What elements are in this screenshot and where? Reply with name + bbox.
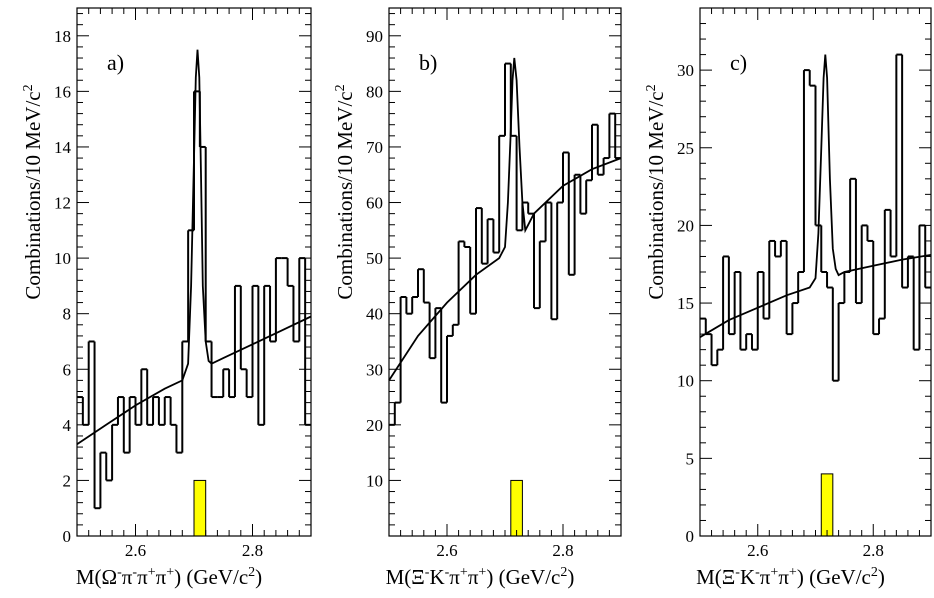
y-tick-label: 0 <box>686 527 695 546</box>
x-tick-label: 2.6 <box>436 541 457 560</box>
panel-c: 2.6 2.8 0 5 10 15 20 25 30 c) Combinations/10 MeV/… <box>644 7 932 589</box>
y-tick-label: 8 <box>63 305 72 324</box>
y-tick-label: 20 <box>677 216 694 235</box>
panel-label: b) <box>419 50 437 75</box>
y-tick-label: 10 <box>677 372 694 391</box>
fit-curve <box>388 57 622 381</box>
y-tick-label: 60 <box>366 194 383 213</box>
x-tick-label: 2.8 <box>242 541 263 560</box>
y-tick-label: 30 <box>677 61 694 80</box>
y-tick-label: 10 <box>54 249 71 268</box>
panel-b: 2.6 2.8 10 20 30 40 50 60 70 80 90 b) Combinations/1… <box>333 7 622 589</box>
y-tick-label: 90 <box>366 27 383 46</box>
panel-a: 2.6 2.8 0 2 4 6 8 10 12 14 16 18 a) Combinations/10 M… <box>21 7 312 589</box>
fit-curve <box>76 49 312 446</box>
y-tick-label: 0 <box>63 527 72 546</box>
signal-band <box>510 479 523 537</box>
signal-band <box>193 479 207 537</box>
panel-label: c) <box>730 50 747 75</box>
y-tick-label: 5 <box>686 449 695 468</box>
y-tick-label: 20 <box>366 416 383 435</box>
y-tick-label: 6 <box>63 360 72 379</box>
y-tick-label: 25 <box>677 139 694 158</box>
x-tick-label: 2.6 <box>125 541 146 560</box>
y-tick-label: 2 <box>63 471 72 490</box>
y-tick-label: 30 <box>366 360 383 379</box>
y-tick-label: 10 <box>366 471 383 490</box>
y-tick-label: 40 <box>366 305 383 324</box>
x-axis-title: M(Ξ-K-π+π+) (GeV/c2) <box>386 565 575 589</box>
y-axis-title: Combinations/10 MeV/c2 <box>333 84 357 299</box>
panel-label: a) <box>107 50 124 75</box>
x-axis-title: M(Ω-π-π+π+) (GeV/c2) <box>76 565 262 589</box>
y-tick-label: 80 <box>366 82 383 101</box>
x-axis-title: M(Ξ-K-π+π+) (GeV/c2) <box>696 565 885 589</box>
y-tick-label: 16 <box>54 82 71 101</box>
y-axis-title: Combinations/10 MeV/c2 <box>644 84 668 299</box>
signal-band <box>820 473 834 537</box>
y-tick-label: 70 <box>366 138 383 157</box>
x-tick-label: 2.8 <box>863 541 884 560</box>
y-tick-label: 15 <box>677 294 694 313</box>
y-tick-label: 4 <box>63 416 72 435</box>
y-tick-label: 14 <box>54 138 72 157</box>
x-tick-label: 2.8 <box>552 541 573 560</box>
y-axis-title: Combinations/10 MeV/c2 <box>21 84 45 299</box>
x-tick-label: 2.6 <box>747 541 768 560</box>
y-tick-label: 50 <box>366 249 383 268</box>
y-tick-label: 12 <box>54 194 71 213</box>
y-tick-label: 18 <box>54 27 71 46</box>
fit-curve <box>699 54 932 338</box>
